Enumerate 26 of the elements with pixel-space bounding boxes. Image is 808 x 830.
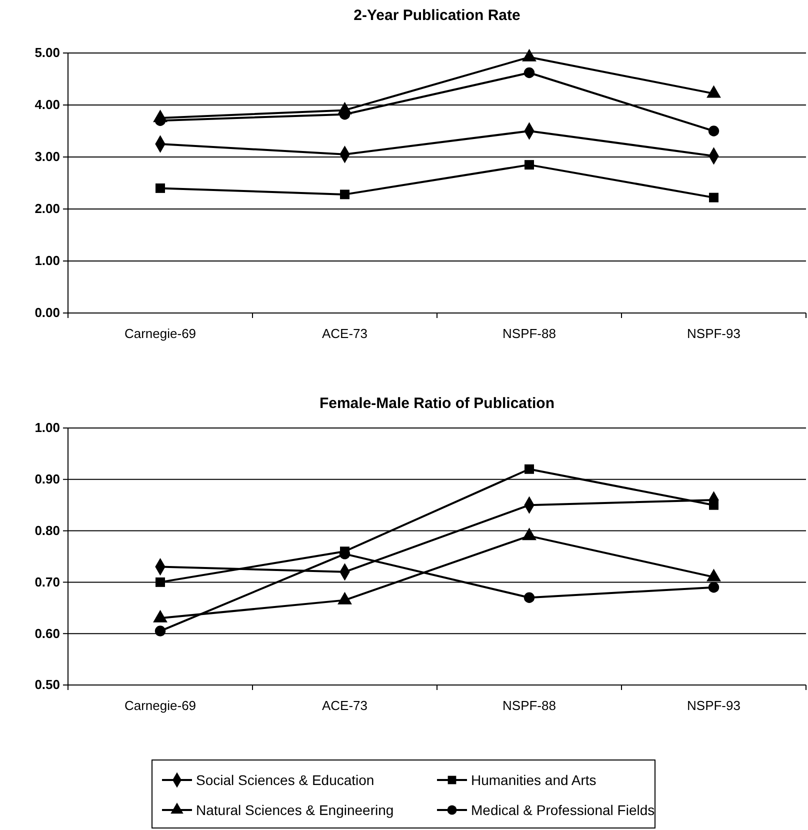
y-tick-label: 0.00 [34, 305, 60, 320]
legend-label: Social Sciences & Education [196, 772, 374, 788]
x-tick-label: NSPF-88 [502, 698, 556, 714]
legend-label: Medical & Professional Fields [471, 802, 655, 818]
y-tick-label: 4.00 [34, 97, 60, 112]
chart-title: 2-Year Publication Rate [354, 7, 520, 24]
legend-label: Humanities and Arts [471, 772, 596, 788]
chart-title: Female-Male Ratio of Publication [319, 395, 555, 412]
x-tick-label: Carnegie-69 [124, 698, 196, 714]
x-tick-label: NSPF-93 [687, 698, 740, 714]
x-tick-label: ACE-73 [322, 698, 368, 714]
y-tick-label: 0.80 [34, 522, 60, 538]
x-tick-label: ACE-73 [322, 326, 368, 342]
y-tick-label: 0.70 [34, 574, 60, 590]
legend-label: Natural Sciences & Engineering [196, 802, 394, 818]
y-tick-label: 1.00 [34, 420, 60, 436]
y-tick-label: 0.50 [34, 677, 60, 692]
x-tick-label: Carnegie-69 [124, 326, 196, 342]
y-tick-label: 1.00 [34, 253, 60, 268]
y-tick-label: 0.60 [34, 626, 60, 641]
x-tick-label: NSPF-93 [687, 326, 740, 342]
y-tick-label: 0.90 [34, 472, 60, 487]
y-tick-label: 3.00 [34, 149, 60, 164]
x-tick-label: NSPF-88 [502, 326, 556, 342]
y-tick-label: 5.00 [34, 45, 60, 60]
y-tick-label: 2.00 [34, 201, 60, 216]
